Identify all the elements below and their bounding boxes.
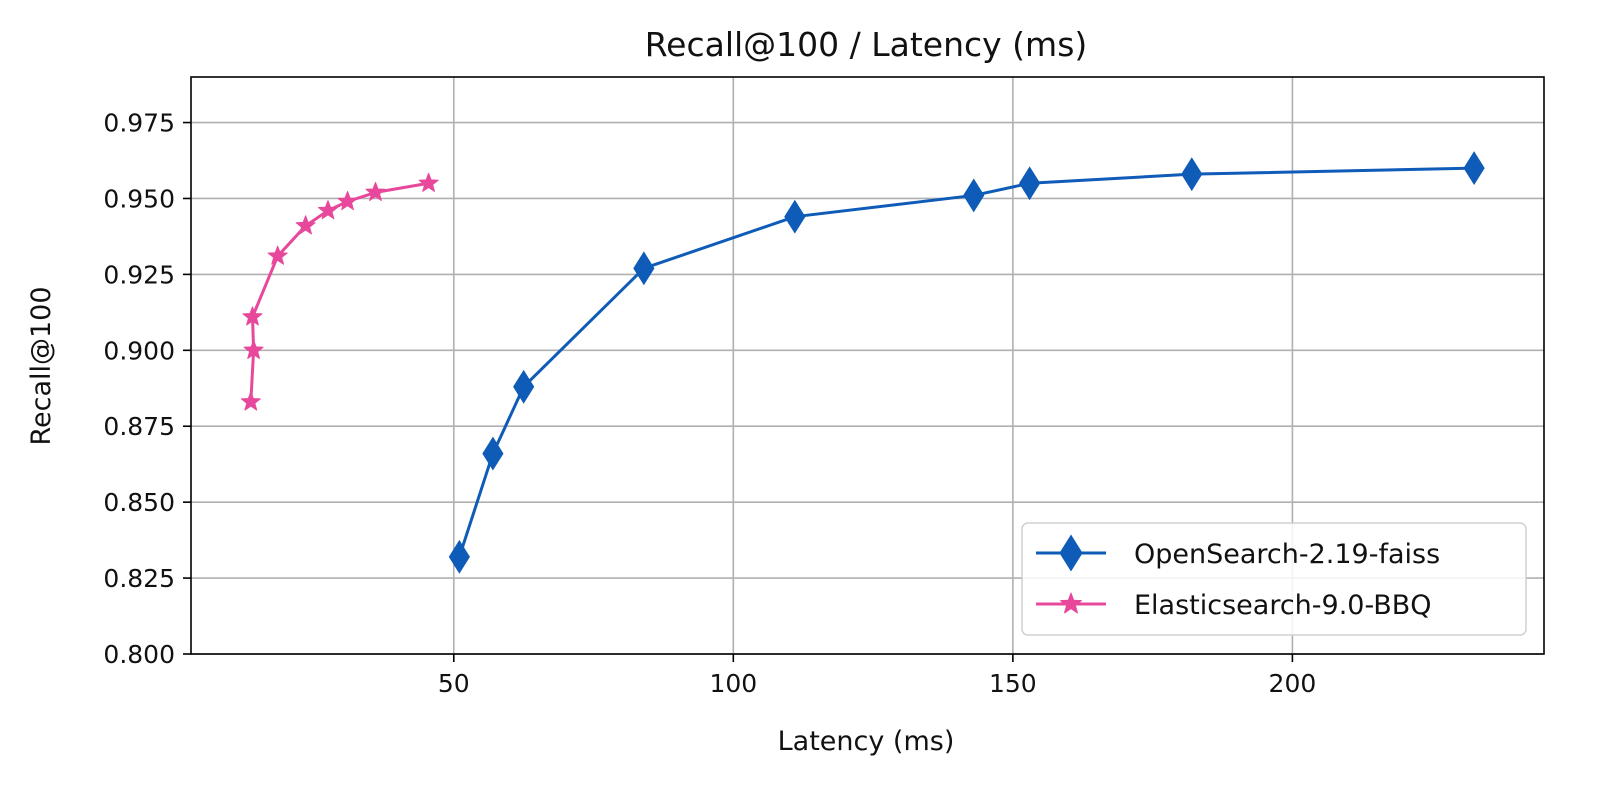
data-point-elasticsearch	[418, 172, 439, 192]
series-elasticsearch	[240, 172, 439, 411]
axis-ticks: 50 100 150 200 0.800 0.825 0.850 0.875 0.900 0.92…	[103, 109, 1316, 698]
x-tick-label: 100	[709, 669, 757, 698]
chart-title: Recall@100 / Latency (ms)	[645, 25, 1088, 64]
data-point-elasticsearch	[295, 215, 316, 235]
legend: OpenSearch-2.19-faiss Elasticsearch-9.0-B…	[1021, 522, 1527, 636]
series-line-opensearch	[457, 166, 1475, 558]
data-point-elasticsearch	[267, 245, 288, 265]
y-tick-label: 0.975	[103, 109, 175, 138]
data-point-elasticsearch	[243, 339, 264, 359]
data-point-opensearch	[513, 369, 535, 404]
y-tick-label: 0.900	[103, 336, 175, 365]
legend-label-opensearch: OpenSearch-2.19-faiss	[1134, 539, 1440, 570]
y-tick-label: 0.800	[103, 640, 175, 669]
data-point-elasticsearch	[240, 391, 261, 411]
x-tick-label: 150	[989, 669, 1037, 698]
data-point-elasticsearch	[317, 200, 338, 220]
x-tick-label: 200	[1269, 669, 1317, 698]
y-tick-label: 0.825	[103, 564, 175, 593]
data-point-opensearch	[1181, 157, 1203, 192]
data-point-elasticsearch	[337, 191, 358, 211]
y-tick-label: 0.925	[103, 260, 175, 289]
data-point-opensearch	[1019, 166, 1041, 201]
x-tick-label: 50	[438, 669, 470, 698]
series-layer	[240, 151, 1485, 574]
data-point-opensearch	[633, 251, 655, 286]
data-point-opensearch	[448, 539, 470, 574]
data-point-elasticsearch	[365, 181, 386, 201]
legend-label-elasticsearch: Elasticsearch-9.0-BBQ	[1134, 590, 1432, 621]
legend-marker-elasticsearch	[1060, 592, 1082, 614]
y-tick-label: 0.950	[103, 184, 175, 213]
data-point-opensearch	[963, 178, 985, 213]
series-opensearch	[448, 151, 1485, 574]
y-tick-label: 0.850	[103, 488, 175, 517]
legend-marker-opensearch	[1059, 534, 1083, 572]
plot-frame	[190, 76, 1545, 655]
legend-box	[1021, 522, 1527, 636]
data-point-opensearch	[784, 199, 806, 234]
data-point-elasticsearch	[242, 306, 263, 326]
y-axis-label: Recall@100	[26, 286, 57, 445]
data-point-opensearch	[1463, 151, 1485, 186]
series-line-elasticsearch	[249, 181, 429, 403]
data-point-opensearch	[482, 436, 504, 471]
x-axis-label: Latency (ms)	[778, 726, 955, 757]
y-tick-label: 0.875	[103, 412, 175, 441]
